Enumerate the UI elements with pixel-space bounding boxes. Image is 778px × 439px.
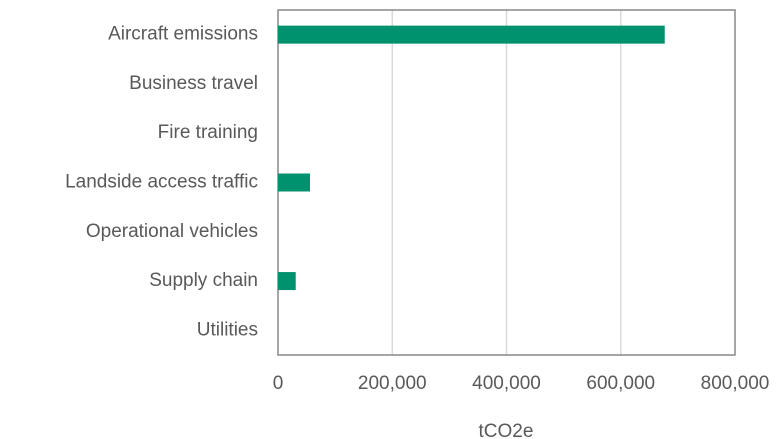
bar [278,25,665,44]
x-tick-label: 600,000 [586,373,655,394]
x-tick-label: 0 [273,373,284,394]
y-tick-label: Business travel [129,73,258,94]
x-tick-label: 800,000 [701,373,770,394]
y-tick-label: Supply chain [149,270,258,291]
x-tick-label: 200,000 [358,373,427,394]
x-axis-label: tCO2e [479,421,534,439]
bar [278,173,310,192]
y-tick-label: Fire training [158,122,258,143]
y-tick-label: Landside access traffic [65,172,258,193]
y-tick-label: Utilities [197,319,258,340]
y-tick-label: Aircraft emissions [108,24,258,45]
x-tick-label: 400,000 [472,373,541,394]
y-tick-label: Operational vehicles [86,221,258,242]
bar [278,272,296,291]
